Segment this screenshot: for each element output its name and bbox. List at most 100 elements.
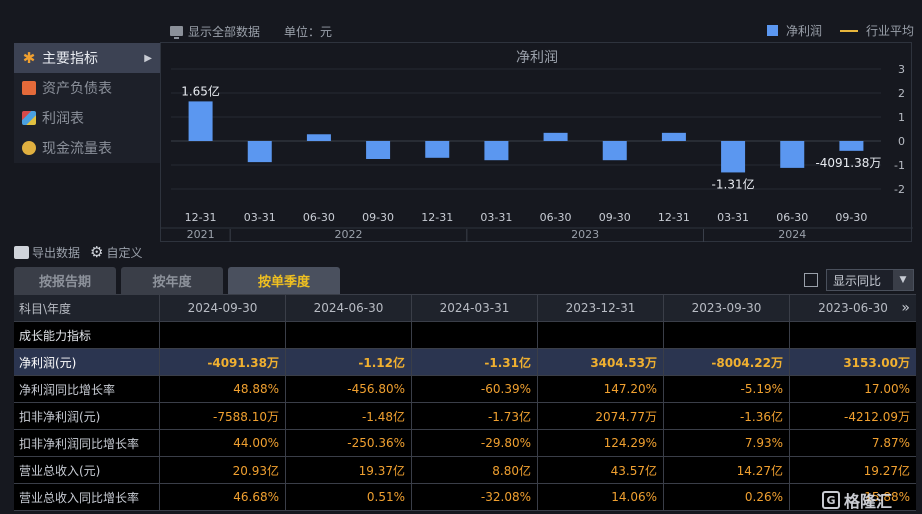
row-label: 净利润(元): [14, 349, 160, 375]
section-label: 成长能力指标: [14, 322, 160, 348]
show-all-data-button[interactable]: 显示全部数据: [170, 23, 260, 40]
table-cell: 43.57亿: [538, 457, 664, 483]
y-tick-label: 0: [898, 135, 905, 148]
table-cell: -1.36亿: [664, 403, 790, 429]
column-header: 2023-09-30: [664, 295, 790, 321]
tab-by-report-period[interactable]: 按报告期: [14, 267, 116, 294]
star-icon: ✱: [22, 49, 36, 67]
table-cell: 15.88%: [864, 490, 910, 504]
table-cell: 7.87%: [871, 436, 910, 450]
sidebar-item-cash-flow[interactable]: 现金流量表: [14, 133, 160, 163]
table-cell: -4091.38万: [160, 349, 286, 375]
table-header-label: 科目\年度: [14, 295, 160, 321]
chart-title: 净利润: [516, 50, 558, 66]
export-data-button[interactable]: 导出数据: [14, 244, 80, 261]
column-header: 2023-06-30: [818, 301, 888, 315]
table-cell: 0.51%: [286, 484, 412, 510]
table-cell: 2074.77万: [538, 403, 664, 429]
column-header: 2024-06-30: [286, 295, 412, 321]
sidebar-item-label: 资产负债表: [42, 81, 112, 97]
row-label: 营业总收入同比增长率: [14, 484, 160, 510]
table-cell: -29.80%: [412, 430, 538, 456]
table-row: 营业总收入同比增长率 46.68% 0.51% -32.08% 14.06% 0.26% 1…: [14, 484, 916, 511]
year-label: 2022: [335, 228, 363, 241]
table-header-row: 科目\年度 2024-09-30 2024-06-30 2024-03-31 2…: [14, 295, 916, 322]
compare-select[interactable]: 显示同比 ▼: [826, 269, 914, 291]
table-cell: 48.88%: [160, 376, 286, 402]
x-tick-label: 03-31: [244, 211, 276, 224]
x-tick-label: 12-31: [421, 211, 453, 224]
export-data-label: 导出数据: [32, 245, 81, 260]
show-all-data-label: 显示全部数据: [188, 24, 261, 39]
table-body: 净利润(元) -4091.38万 -1.12亿 -1.31亿 3404.53万 -8004…: [14, 349, 916, 511]
y-tick-label: -1: [894, 159, 905, 172]
year-label: 2021: [187, 228, 215, 241]
bar: [543, 132, 568, 141]
industry-avg-legend-swatch: [839, 29, 858, 32]
table-cell: 19.27亿: [863, 463, 910, 478]
net-profit-legend-label: 净利润: [785, 24, 822, 38]
data-label: 1.65亿: [181, 83, 220, 98]
chart-legend: 净利润 行业平均: [766, 22, 914, 39]
bar: [484, 141, 509, 161]
industry-avg-legend-label: 行业平均: [865, 24, 914, 38]
sidebar-item-main-indicators[interactable]: ✱ 主要指标 ▶: [14, 43, 160, 73]
chart-svg: 净利润 3 2 1 0 -1 -2 12-31 03-31 06-30 09-30 12-31 03-3…: [161, 50, 913, 242]
tab-by-quarter[interactable]: 按单季度: [228, 267, 340, 294]
y-tick-label: 1: [898, 111, 905, 124]
tab-by-year[interactable]: 按年度: [121, 267, 223, 294]
chart-toolbar: 显示全部数据 单位：元: [170, 22, 332, 40]
table-cell: -4212.09万: [844, 409, 910, 424]
table-cell: 46.68%: [160, 484, 286, 510]
table-cell: -5.19%: [664, 376, 790, 402]
x-tick-label: 06-30: [303, 211, 335, 224]
bar: [366, 141, 391, 159]
table-cell: 124.29%: [538, 430, 664, 456]
table-cell: -7588.10万: [160, 403, 286, 429]
row-label: 营业总收入(元): [14, 457, 160, 483]
chevron-down-icon[interactable]: ▼: [893, 270, 913, 290]
bar: [247, 141, 272, 163]
table-cell: 3153.00万: [843, 355, 910, 370]
x-tick-label: 09-30: [362, 211, 394, 224]
x-tick-label: 12-31: [658, 211, 690, 224]
customize-label: 自定义: [106, 245, 143, 260]
bar: [188, 101, 213, 141]
x-tick-label: 03-31: [717, 211, 749, 224]
net-profit-chart: 净利润 3 2 1 0 -1 -2 12-31 03-31 06-30 09-30 12-31 03-3…: [160, 42, 913, 242]
year-label: 2024: [778, 228, 806, 241]
row-label: 净利润同比增长率: [14, 376, 160, 402]
x-tick-label: 09-30: [835, 211, 867, 224]
sidebar-item-income-statement[interactable]: 利润表: [14, 103, 160, 133]
x-tick-label: 06-30: [776, 211, 808, 224]
table-cell: 147.20%: [538, 376, 664, 402]
table-cell: 3404.53万: [538, 349, 664, 375]
table-cell: 8.80亿: [412, 457, 538, 483]
table-cell: -32.08%: [412, 484, 538, 510]
x-tick-label: 03-31: [480, 211, 512, 224]
row-label: 扣非净利润同比增长率: [14, 430, 160, 456]
customize-button[interactable]: ⚙ 自定义: [90, 244, 142, 261]
table-cell: 14.06%: [538, 484, 664, 510]
table-row: 营业总收入(元) 20.93亿 19.37亿 8.80亿 43.57亿 14.27亿 19.…: [14, 457, 916, 484]
compare-checkbox[interactable]: [804, 273, 818, 287]
monitor-icon: [170, 26, 183, 39]
year-label: 2023: [571, 228, 599, 241]
table-cell: 19.37亿: [286, 457, 412, 483]
bar: [780, 141, 805, 168]
y-tick-label: -2: [894, 183, 905, 196]
export-toolbar: 导出数据 ⚙ 自定义: [14, 242, 142, 262]
sidebar-item-balance-sheet[interactable]: 资产负债表: [14, 73, 160, 103]
sidebar-item-label: 现金流量表: [42, 141, 112, 157]
table-cell: 20.93亿: [160, 457, 286, 483]
x-tick-label: 09-30: [599, 211, 631, 224]
sidebar-item-label: 利润表: [42, 111, 84, 127]
x-tick-label: 06-30: [540, 211, 572, 224]
sidebar: ✱ 主要指标 ▶ 资产负债表 利润表 现金流量表: [14, 43, 160, 163]
unit-label: 单位：元: [284, 24, 333, 39]
table-cell: 14.27亿: [664, 457, 790, 483]
column-header: 2023-12-31: [538, 295, 664, 321]
compare-select-value: 显示同比: [833, 273, 882, 288]
table-cell: -1.31亿: [412, 349, 538, 375]
more-columns-button[interactable]: »: [901, 300, 910, 316]
